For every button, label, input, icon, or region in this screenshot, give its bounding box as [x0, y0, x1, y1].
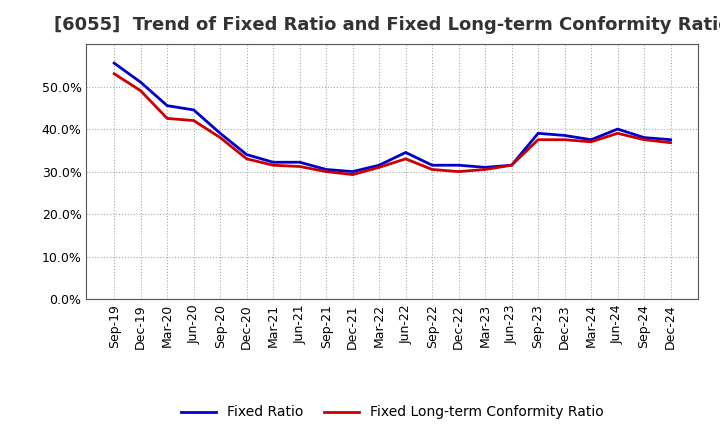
Fixed Ratio	[640, 135, 649, 140]
Fixed Long-term Conformity Ratio	[428, 167, 436, 172]
Fixed Ratio	[163, 103, 171, 108]
Fixed Ratio	[401, 150, 410, 155]
Fixed Long-term Conformity Ratio	[295, 164, 304, 169]
Line: Fixed Long-term Conformity Ratio: Fixed Long-term Conformity Ratio	[114, 74, 670, 175]
Fixed Long-term Conformity Ratio	[508, 162, 516, 168]
Fixed Long-term Conformity Ratio	[666, 140, 675, 145]
Fixed Ratio	[613, 126, 622, 132]
Fixed Ratio	[136, 80, 145, 85]
Fixed Long-term Conformity Ratio	[243, 156, 251, 161]
Fixed Long-term Conformity Ratio	[269, 162, 277, 168]
Fixed Long-term Conformity Ratio	[322, 169, 330, 174]
Title: [6055]  Trend of Fixed Ratio and Fixed Long-term Conformity Ratio: [6055] Trend of Fixed Ratio and Fixed Lo…	[54, 16, 720, 34]
Fixed Ratio	[110, 60, 119, 66]
Fixed Ratio	[508, 162, 516, 168]
Fixed Ratio	[269, 160, 277, 165]
Fixed Long-term Conformity Ratio	[613, 131, 622, 136]
Fixed Long-term Conformity Ratio	[640, 137, 649, 142]
Fixed Ratio	[560, 133, 569, 138]
Fixed Ratio	[348, 169, 357, 174]
Fixed Ratio	[189, 107, 198, 113]
Fixed Long-term Conformity Ratio	[110, 71, 119, 77]
Fixed Long-term Conformity Ratio	[163, 116, 171, 121]
Fixed Ratio	[295, 160, 304, 165]
Fixed Long-term Conformity Ratio	[348, 172, 357, 177]
Fixed Long-term Conformity Ratio	[375, 165, 384, 170]
Fixed Ratio	[428, 162, 436, 168]
Fixed Long-term Conformity Ratio	[534, 137, 542, 142]
Fixed Long-term Conformity Ratio	[189, 118, 198, 123]
Fixed Ratio	[216, 131, 225, 136]
Fixed Ratio	[375, 162, 384, 168]
Fixed Ratio	[454, 162, 463, 168]
Fixed Ratio	[243, 152, 251, 157]
Fixed Ratio	[322, 167, 330, 172]
Fixed Long-term Conformity Ratio	[136, 88, 145, 93]
Fixed Ratio	[534, 131, 542, 136]
Fixed Ratio	[666, 137, 675, 142]
Fixed Long-term Conformity Ratio	[560, 137, 569, 142]
Fixed Long-term Conformity Ratio	[481, 167, 490, 172]
Fixed Ratio	[481, 165, 490, 170]
Legend: Fixed Ratio, Fixed Long-term Conformity Ratio: Fixed Ratio, Fixed Long-term Conformity …	[176, 400, 609, 425]
Line: Fixed Ratio: Fixed Ratio	[114, 63, 670, 172]
Fixed Long-term Conformity Ratio	[587, 139, 595, 144]
Fixed Long-term Conformity Ratio	[454, 169, 463, 174]
Fixed Ratio	[587, 137, 595, 142]
Fixed Long-term Conformity Ratio	[401, 156, 410, 161]
Fixed Long-term Conformity Ratio	[216, 135, 225, 140]
